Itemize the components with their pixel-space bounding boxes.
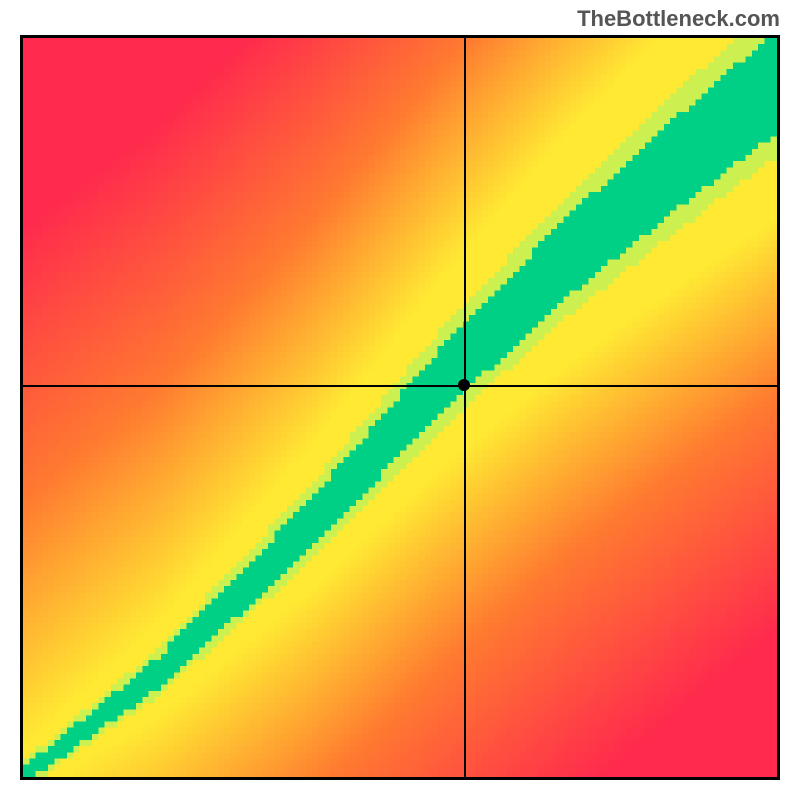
- watermark-text: TheBottleneck.com: [577, 6, 780, 32]
- heatmap-canvas: [23, 38, 777, 777]
- crosshair-point: [458, 379, 470, 391]
- bottleneck-heatmap: [20, 35, 780, 780]
- crosshair-vertical: [464, 38, 466, 777]
- crosshair-horizontal: [23, 385, 777, 387]
